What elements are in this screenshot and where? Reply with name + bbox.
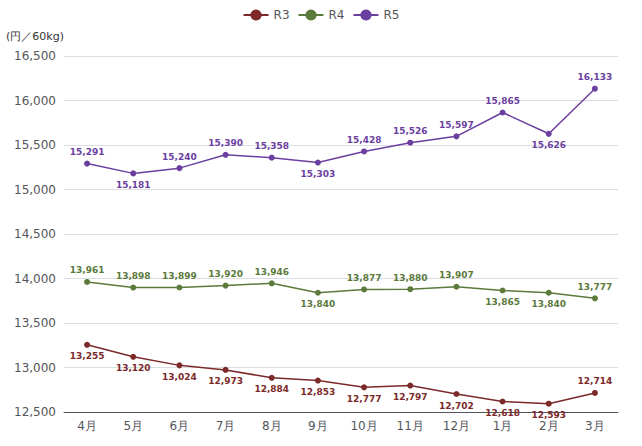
svg-text:15,291: 15,291 — [70, 147, 105, 157]
svg-text:3月: 3月 — [585, 419, 605, 433]
svg-text:15,597: 15,597 — [439, 120, 474, 130]
svg-text:16,133: 16,133 — [578, 72, 613, 82]
svg-text:2月: 2月 — [539, 419, 559, 433]
svg-text:11月: 11月 — [397, 419, 424, 433]
svg-text:16,500: 16,500 — [14, 49, 56, 63]
svg-text:12,618: 12,618 — [485, 408, 520, 418]
svg-text:12,797: 12,797 — [393, 392, 428, 402]
svg-text:13,907: 13,907 — [439, 270, 474, 280]
svg-text:12,973: 12,973 — [208, 376, 243, 386]
svg-text:13,880: 13,880 — [393, 273, 428, 283]
svg-text:13,946: 13,946 — [254, 267, 289, 277]
svg-text:13,777: 13,777 — [578, 282, 613, 292]
svg-text:R5: R5 — [383, 8, 399, 22]
svg-text:13,840: 13,840 — [301, 299, 336, 309]
svg-text:12,702: 12,702 — [439, 401, 474, 411]
svg-text:15,303: 15,303 — [301, 169, 336, 179]
svg-text:15,865: 15,865 — [485, 96, 520, 106]
svg-text:7月: 7月 — [216, 419, 236, 433]
svg-text:12,777: 12,777 — [347, 394, 382, 404]
svg-text:R3: R3 — [274, 8, 290, 22]
svg-text:15,358: 15,358 — [254, 141, 289, 151]
svg-text:9月: 9月 — [308, 419, 328, 433]
svg-text:6月: 6月 — [170, 419, 190, 433]
svg-text:13,865: 13,865 — [485, 297, 520, 307]
svg-text:13,920: 13,920 — [208, 269, 243, 279]
svg-text:12,853: 12,853 — [301, 387, 336, 397]
svg-text:1月: 1月 — [493, 419, 513, 433]
svg-text:15,240: 15,240 — [162, 152, 197, 162]
svg-text:15,181: 15,181 — [116, 180, 151, 190]
svg-text:16,000: 16,000 — [14, 94, 56, 108]
svg-text:15,500: 15,500 — [14, 138, 56, 152]
svg-text:13,024: 13,024 — [162, 372, 197, 382]
svg-text:13,961: 13,961 — [70, 265, 105, 275]
svg-text:14,500: 14,500 — [14, 227, 56, 241]
svg-text:13,840: 13,840 — [531, 299, 566, 309]
svg-text:12,593: 12,593 — [531, 410, 566, 420]
svg-text:12,500: 12,500 — [14, 405, 56, 419]
svg-text:13,877: 13,877 — [347, 273, 382, 283]
svg-text:R4: R4 — [329, 8, 345, 22]
svg-text:15,390: 15,390 — [208, 138, 243, 148]
svg-text:13,120: 13,120 — [116, 363, 151, 373]
svg-text:4月: 4月 — [77, 419, 97, 433]
svg-text:12月: 12月 — [443, 419, 470, 433]
svg-text:12,884: 12,884 — [254, 384, 289, 394]
svg-text:15,526: 15,526 — [393, 126, 428, 136]
svg-text:15,000: 15,000 — [14, 183, 56, 197]
svg-text:13,500: 13,500 — [14, 316, 56, 330]
svg-text:8月: 8月 — [262, 419, 282, 433]
svg-text:15,626: 15,626 — [531, 140, 566, 150]
svg-text:14,000: 14,000 — [14, 272, 56, 286]
svg-text:(円／60kg): (円／60kg) — [6, 30, 64, 43]
svg-text:13,899: 13,899 — [162, 271, 197, 281]
svg-text:13,000: 13,000 — [14, 361, 56, 375]
svg-text:13,255: 13,255 — [70, 351, 105, 361]
svg-text:13,898: 13,898 — [116, 271, 151, 281]
svg-text:10月: 10月 — [350, 419, 377, 433]
svg-text:5月: 5月 — [123, 419, 143, 433]
svg-text:15,428: 15,428 — [347, 135, 382, 145]
svg-text:12,714: 12,714 — [578, 376, 613, 386]
